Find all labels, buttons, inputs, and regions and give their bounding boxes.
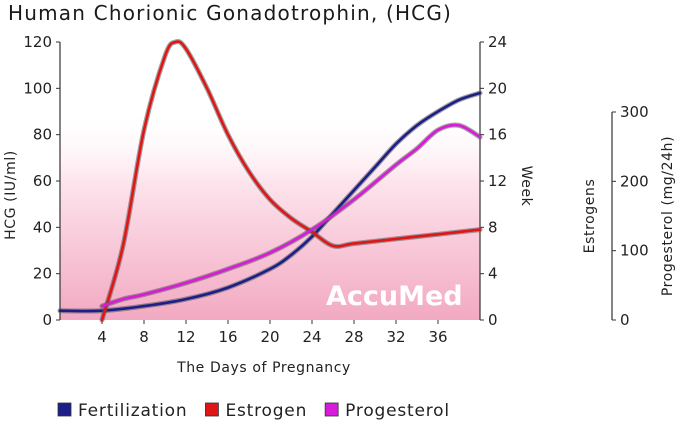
series-layer bbox=[57, 39, 483, 323]
x-tick-label: 36 bbox=[428, 328, 447, 346]
legend: Fertilization Estrogen Progesterol bbox=[57, 401, 450, 421]
estrogen-tick-label: 0 bbox=[620, 311, 630, 329]
x-tick-label: 24 bbox=[302, 328, 321, 346]
week-axis-title: Week bbox=[518, 166, 534, 207]
estrogen-legend-label: Estrogen bbox=[225, 401, 307, 421]
left-tick-label: 20 bbox=[33, 265, 52, 283]
estrogen-tick-label: 200 bbox=[620, 172, 649, 190]
estrogen-legend-swatch bbox=[205, 402, 219, 417]
left-axis-title: HCG (IU/ml) bbox=[3, 150, 19, 240]
left-tick-label: 100 bbox=[23, 79, 52, 97]
week-tick-label: 0 bbox=[488, 311, 498, 329]
estrogens-axis-title: Estrogens bbox=[582, 179, 598, 254]
estrogen-line bbox=[100, 40, 482, 322]
x-tick-label: 32 bbox=[386, 328, 405, 346]
watermark: AccuMed bbox=[326, 281, 463, 312]
estrogen-tick-label: 100 bbox=[620, 242, 649, 260]
week-tick-label: 12 bbox=[488, 172, 507, 190]
fertilization-legend-label: Fertilization bbox=[78, 401, 187, 421]
x-axis-title: The Days of Pregnancy bbox=[176, 360, 351, 376]
progesterol-axis-title: Progesterol (mg/24h) bbox=[660, 136, 676, 296]
estrogen-tick-label: 300 bbox=[620, 103, 649, 121]
left-tick-label: 80 bbox=[33, 126, 52, 144]
left-tick-label: 0 bbox=[42, 311, 52, 329]
week-tick-label: 16 bbox=[488, 126, 507, 144]
chart-title: Human Chorionic Gonadotrophin, (HCG) bbox=[8, 1, 452, 25]
x-tick-label: 8 bbox=[139, 328, 149, 346]
x-tick-label: 4 bbox=[97, 328, 107, 346]
week-tick-label: 8 bbox=[488, 218, 498, 236]
progesterol-legend-swatch bbox=[324, 402, 339, 417]
week-tick-label: 4 bbox=[488, 265, 498, 283]
week-tick-label: 20 bbox=[488, 79, 507, 97]
x-tick-label: 16 bbox=[218, 328, 237, 346]
week-tick-label: 24 bbox=[488, 33, 507, 51]
left-tick-label: 120 bbox=[23, 33, 52, 51]
left-tick-label: 40 bbox=[33, 218, 52, 236]
left-tick-label: 60 bbox=[33, 172, 52, 190]
progesterol-legend-label: Progesterol bbox=[345, 401, 450, 421]
fertilization-legend-swatch bbox=[57, 402, 72, 417]
x-tick-label: 20 bbox=[260, 328, 279, 346]
progesterol-line bbox=[100, 123, 482, 308]
x-tick-label: 12 bbox=[176, 328, 195, 346]
x-tick-label: 28 bbox=[344, 328, 363, 346]
